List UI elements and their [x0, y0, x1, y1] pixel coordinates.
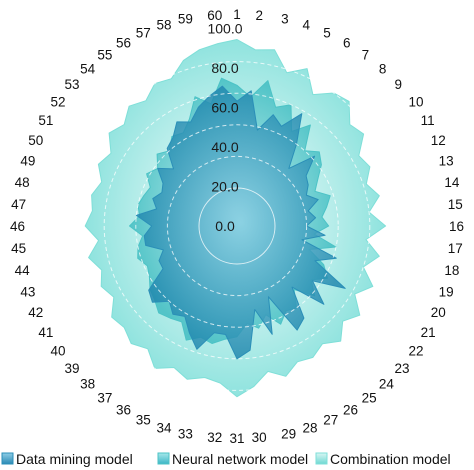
category-label: 37 [97, 391, 112, 406]
category-label: 32 [207, 430, 222, 445]
category-label: 38 [80, 377, 95, 392]
category-label: 26 [343, 403, 358, 418]
category-label: 58 [156, 17, 171, 32]
category-label: 39 [64, 361, 79, 376]
category-label: 21 [421, 325, 436, 340]
category-label: 53 [64, 77, 79, 92]
legend: Data mining model Neural network model Com… [1, 451, 451, 467]
grid-ring [72, 61, 402, 391]
category-label: 23 [395, 361, 410, 376]
legend-swatch [157, 452, 170, 465]
legend-item: Combination model [315, 451, 451, 467]
category-label: 6 [343, 35, 351, 50]
radial-tick-label: 0.0 [215, 218, 235, 234]
category-label: 18 [444, 263, 459, 278]
category-label: 20 [431, 305, 446, 320]
legend-label: Data mining model [16, 451, 133, 467]
radial-grid [40, 29, 434, 423]
legend-label: Neural network model [172, 451, 308, 467]
category-label: 45 [11, 241, 26, 256]
category-label: 4 [303, 17, 311, 32]
category-label: 16 [449, 219, 464, 234]
category-label: 1 [233, 7, 241, 22]
category-label: 44 [15, 263, 31, 278]
radial-tick-labels: 0.0 20.0 40.0 60.0 80.0 100.0 [207, 21, 242, 235]
category-label: 51 [38, 113, 53, 128]
legend-label: Combination model [330, 451, 451, 467]
category-label: 25 [362, 391, 377, 406]
legend-item: Data mining model [1, 451, 133, 467]
category-label: 2 [255, 8, 263, 23]
radial-tick-label: 60.0 [211, 100, 238, 116]
category-label: 19 [439, 285, 454, 300]
category-label: 3 [281, 12, 289, 27]
category-label: 60 [207, 8, 222, 23]
radial-tick-label: 20.0 [211, 179, 238, 195]
category-label: 22 [409, 344, 424, 359]
radial-tick-label: 100.0 [207, 21, 242, 37]
category-label: 5 [323, 25, 331, 40]
radial-tick-label: 40.0 [211, 139, 238, 155]
category-label: 17 [448, 241, 463, 256]
category-label: 59 [178, 12, 193, 27]
category-label: 15 [448, 197, 463, 212]
category-label: 40 [50, 344, 65, 359]
grid-ring [135, 124, 339, 328]
category-label: 35 [136, 413, 151, 428]
legend-swatch [1, 452, 14, 465]
category-label: 54 [80, 62, 96, 77]
grid-ring [198, 187, 276, 265]
category-label: 57 [136, 25, 151, 40]
category-label: 9 [395, 77, 403, 92]
category-label: 41 [38, 325, 53, 340]
category-label: 52 [50, 94, 65, 109]
category-label: 49 [20, 154, 35, 169]
category-label: 56 [116, 35, 131, 50]
category-label: 50 [28, 133, 43, 148]
grid-ring [40, 29, 434, 423]
category-label: 33 [178, 426, 193, 441]
category-label: 47 [11, 197, 26, 212]
category-label: 10 [409, 94, 424, 109]
category-label: 14 [444, 175, 460, 190]
legend-item: Neural network model [157, 451, 308, 467]
category-label: 48 [15, 175, 30, 190]
category-label: 7 [362, 48, 370, 63]
category-label: 43 [20, 285, 35, 300]
category-label: 34 [156, 421, 172, 436]
category-label: 36 [116, 403, 131, 418]
category-label: 29 [281, 426, 296, 441]
radial-tick-label: 80.0 [211, 60, 238, 76]
category-label: 13 [439, 154, 454, 169]
category-labels: 1 2 3 4567891011121314151617181920212223242… [10, 7, 464, 446]
category-label: 55 [97, 48, 112, 63]
category-label: 46 [10, 219, 25, 234]
series-data-mining-model [135, 85, 346, 360]
category-label: 12 [431, 133, 446, 148]
category-label: 30 [252, 430, 267, 445]
category-label: 31 [229, 431, 244, 446]
category-label: 28 [303, 421, 318, 436]
grid-ring [166, 155, 308, 297]
category-label: 24 [379, 377, 395, 392]
category-label: 27 [323, 413, 338, 428]
category-label: 42 [28, 305, 43, 320]
legend-swatch [315, 452, 328, 465]
category-label: 8 [379, 62, 387, 77]
category-label: 11 [421, 113, 435, 128]
grid-ring [103, 92, 371, 360]
